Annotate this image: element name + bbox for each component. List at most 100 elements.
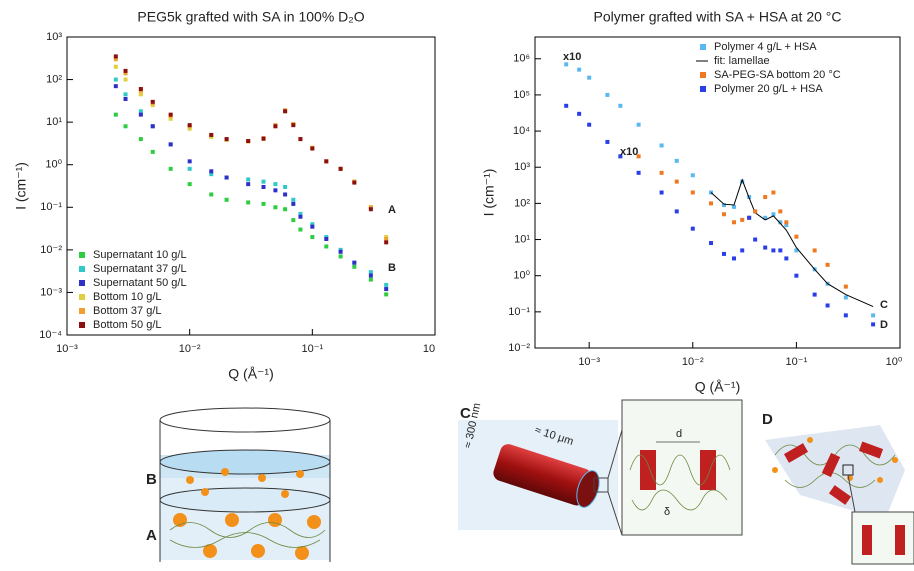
data-point <box>732 220 737 225</box>
chart-title: Polymer grafted with SA + HSA at 20 °C <box>594 9 842 25</box>
data-point <box>291 218 296 223</box>
data-point <box>784 220 789 225</box>
data-point <box>168 142 173 147</box>
data-point <box>709 241 714 246</box>
data-point <box>636 154 641 159</box>
data-point <box>721 251 726 256</box>
data-point <box>352 180 357 185</box>
y-tick-label: 10⁰ <box>513 270 530 282</box>
data-point <box>812 248 817 253</box>
legend-label: Polymer 20 g/L + HSA <box>714 83 823 95</box>
data-point <box>794 273 799 278</box>
y-tick-label: 10³ <box>514 161 530 173</box>
data-point <box>187 166 192 171</box>
data-point <box>246 182 251 187</box>
data-point <box>291 201 296 206</box>
data-point <box>261 136 266 141</box>
data-point <box>636 122 641 127</box>
data-point <box>113 84 118 89</box>
data-point <box>690 190 695 195</box>
x-tick-label: 10⁻³ <box>56 343 78 355</box>
data-point <box>324 159 329 164</box>
data-point <box>674 158 679 163</box>
data-point <box>113 54 118 59</box>
data-point <box>138 137 143 142</box>
data-point <box>690 173 695 178</box>
y-tick-label: 10⁻¹ <box>40 201 62 213</box>
data-point <box>618 154 623 159</box>
data-point <box>778 220 783 225</box>
data-point <box>605 139 610 144</box>
inset-label: δ <box>664 506 670 518</box>
data-point <box>261 201 266 206</box>
data-point <box>168 112 173 117</box>
data-point <box>812 292 817 297</box>
data-point <box>825 303 830 308</box>
data-point <box>368 207 373 212</box>
y-tick-label: 10⁵ <box>513 89 530 101</box>
legend-swatch <box>79 308 85 314</box>
data-point <box>753 237 758 242</box>
x-tick-label: 10 <box>423 343 435 355</box>
data-point <box>291 197 296 202</box>
y-tick-label: 10⁻⁴ <box>39 329 62 341</box>
data-point <box>709 201 714 206</box>
data-point <box>753 209 758 214</box>
legend-swatch <box>79 252 85 258</box>
data-point <box>123 96 128 101</box>
data-point <box>618 103 623 108</box>
data-point <box>324 244 329 249</box>
data-point <box>368 273 373 278</box>
data-point <box>291 123 296 128</box>
data-point <box>384 292 389 297</box>
data-point <box>187 126 192 131</box>
data-point <box>246 177 251 182</box>
data-point <box>763 245 768 250</box>
data-point <box>123 71 128 76</box>
data-point <box>674 209 679 214</box>
data-point <box>187 123 192 128</box>
y-tick-label: 10⁻² <box>508 342 530 354</box>
panel-label: C <box>460 405 471 422</box>
y-axis-label: I (cm⁻¹) <box>13 162 29 210</box>
data-point <box>338 249 343 254</box>
y-tick-label: 10³ <box>46 31 62 43</box>
y-tick-label: 10⁴ <box>513 125 530 137</box>
data-point <box>771 212 776 217</box>
data-point <box>763 195 768 200</box>
data-point <box>150 124 155 129</box>
data-point <box>187 182 192 187</box>
data-point <box>763 215 768 220</box>
data-point <box>564 62 569 67</box>
data-point <box>298 211 303 216</box>
data-point <box>605 92 610 97</box>
beaker-label: A <box>146 527 157 544</box>
data-point <box>564 103 569 108</box>
data-point <box>113 57 118 62</box>
x-tick-label: 10⁻¹ <box>786 356 808 368</box>
y-tick-label: 10² <box>514 197 530 209</box>
data-point <box>368 270 373 275</box>
annotation: x10 <box>563 51 581 63</box>
data-point <box>843 284 848 289</box>
data-point <box>338 166 343 171</box>
data-point <box>794 234 799 239</box>
data-point <box>123 124 128 129</box>
data-point <box>384 287 389 292</box>
data-point <box>794 248 799 253</box>
data-point <box>224 175 229 180</box>
data-point <box>209 132 214 137</box>
panel-label: D <box>762 411 773 428</box>
data-point <box>298 214 303 219</box>
data-point <box>384 236 389 241</box>
data-point <box>871 313 876 318</box>
data-point <box>674 179 679 184</box>
data-point <box>659 143 664 148</box>
legend-swatch <box>700 86 706 92</box>
data-point <box>577 67 582 72</box>
data-point <box>310 224 315 229</box>
y-tick-label: 10⁻² <box>40 244 62 256</box>
data-point <box>123 68 128 73</box>
data-point <box>740 248 745 253</box>
